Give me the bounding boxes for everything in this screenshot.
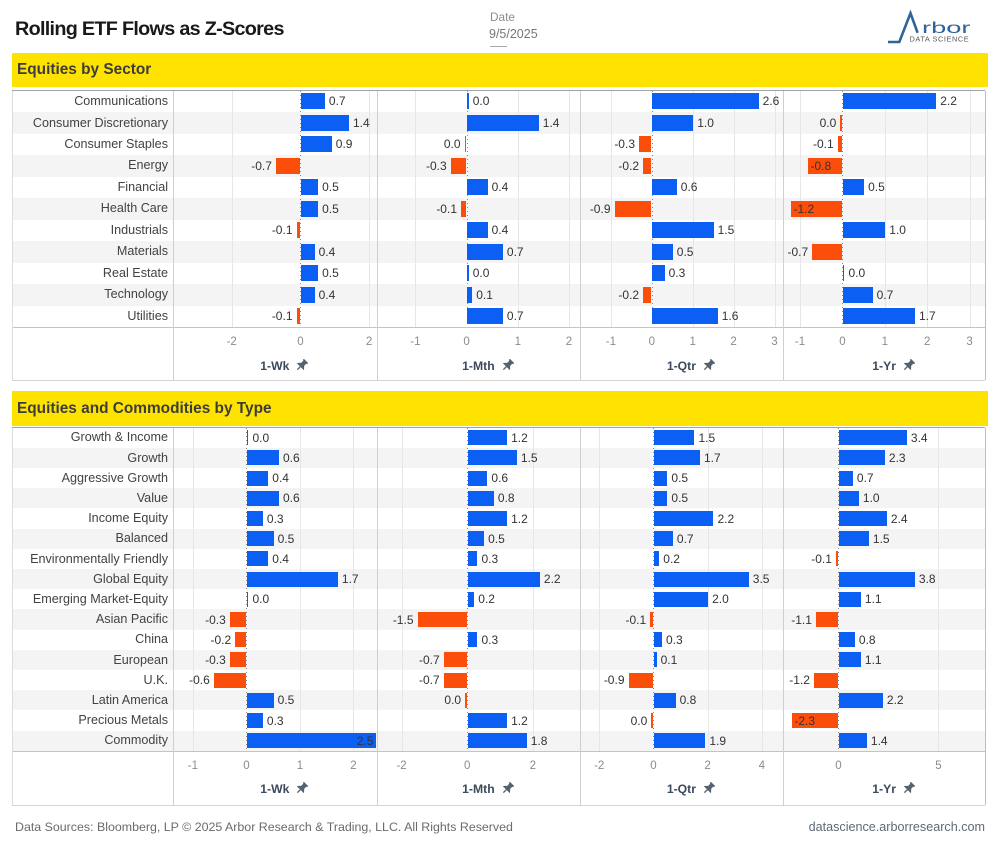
- svg-text:rbor: rbor: [922, 20, 971, 37]
- svg-text:DATA SCIENCE: DATA SCIENCE: [910, 35, 970, 44]
